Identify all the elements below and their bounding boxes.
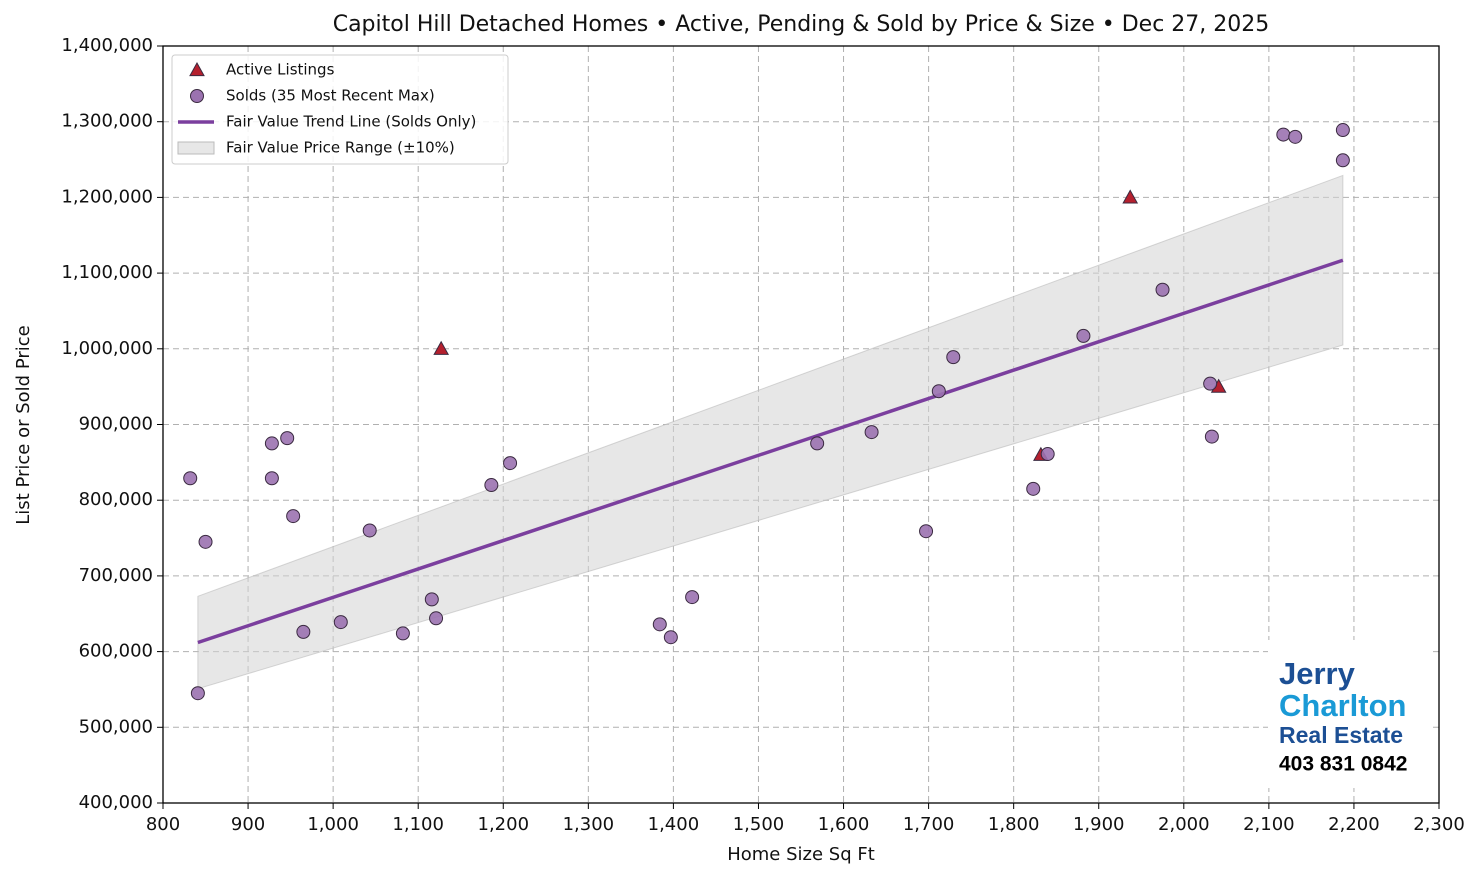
sold-point (264, 471, 279, 486)
x-tick-label: 2,000 (1158, 814, 1210, 835)
x-tick-label: 1,700 (903, 814, 955, 835)
sold-point (183, 471, 198, 486)
y-tick-label: 500,000 (79, 716, 153, 737)
legend-box (171, 54, 509, 165)
chart-title: Capitol Hill Detached Homes • Active, Pe… (333, 12, 1270, 37)
sold-point (484, 478, 499, 493)
x-tick-label: 800 (146, 814, 180, 835)
legend-marker (190, 89, 204, 103)
legend-label: Solds (35 Most Recent Max) (226, 87, 435, 105)
sold-point (198, 534, 213, 549)
sold-point (1203, 376, 1218, 391)
legend-label: Fair Value Trend Line (Solds Only) (226, 113, 476, 131)
y-tick-label: 700,000 (79, 565, 153, 586)
sold-point (652, 617, 667, 632)
x-tick-label: 1,300 (563, 814, 615, 835)
sold-point (1040, 447, 1055, 462)
y-tick-label: 900,000 (79, 414, 153, 435)
sold-point (685, 590, 700, 605)
sold-point (503, 456, 518, 471)
logo-phone: 403 831 0842 (1279, 753, 1407, 776)
x-tick-label: 1,200 (478, 814, 530, 835)
price-range-band (197, 174, 1344, 690)
sold-point (395, 626, 410, 641)
y-tick-label: 800,000 (79, 489, 153, 510)
plot-area: 400,000 500,000 600,000 700,000 800,000 900,0… (61, 35, 1464, 835)
legend-label: Active Listings (226, 61, 335, 79)
x-tick-label: 2,200 (1328, 814, 1380, 835)
sold-point (931, 384, 946, 399)
sold-point (1155, 282, 1170, 297)
sold-point (1276, 127, 1291, 142)
sold-point (1076, 328, 1091, 343)
y-tick-label: 1,400,000 (61, 35, 153, 56)
active-listing (433, 340, 450, 355)
sold-point (333, 615, 348, 630)
legend-marker (177, 141, 215, 155)
sold-point (810, 436, 825, 451)
sold-point (1335, 123, 1350, 138)
y-tick-label: 1,300,000 (61, 111, 153, 132)
sold-point (362, 523, 377, 538)
sold-point (280, 431, 295, 446)
x-tick-label: 1,000 (307, 814, 359, 835)
x-tick-label: 900 (231, 814, 265, 835)
trend-line (197, 258, 1344, 645)
sold-point (424, 592, 439, 607)
logo-box (1268, 640, 1430, 788)
sold-point (919, 524, 934, 539)
y-axis-label: List Price or Sold Price (13, 325, 34, 524)
sold-point (429, 611, 444, 626)
logo-company: Real Estate (1279, 722, 1403, 748)
sold-point (663, 630, 678, 645)
legend-marker (189, 61, 205, 77)
sold-point (1335, 153, 1350, 168)
y-tick-label: 1,200,000 (61, 186, 153, 207)
x-axis-label: Home Size Sq Ft (727, 844, 875, 865)
x-tick-label: 1,400 (648, 814, 700, 835)
x-tick-label: 2,100 (1243, 814, 1295, 835)
sold-point (946, 350, 961, 365)
sold-point (190, 686, 205, 701)
sold-point (264, 436, 279, 451)
x-tick-label: 1,500 (733, 814, 785, 835)
sold-point (864, 425, 879, 440)
y-tick-label: 600,000 (79, 641, 153, 662)
x-tick-label: 1,600 (818, 814, 870, 835)
x-tick-label: 1,800 (988, 814, 1040, 835)
logo: Jerry Charlton Real Estate 403 831 0842 (1268, 640, 1430, 788)
legend-label: Fair Value Price Range (±10%) (226, 139, 455, 157)
sold-point (1288, 129, 1303, 144)
sold-point (1026, 481, 1041, 496)
legend: Active Listings Solds (35 Most Recent Max… (171, 54, 509, 165)
y-tick-label: 400,000 (79, 792, 153, 813)
sold-point (286, 509, 301, 524)
active-listing (1122, 189, 1139, 204)
plot-frame (162, 45, 1440, 804)
x-tick-label: 2,300 (1413, 814, 1465, 835)
sold-point (1204, 429, 1219, 444)
y-tick-label: 1,000,000 (61, 338, 153, 359)
sold-point (296, 624, 311, 639)
y-tick-label: 1,100,000 (61, 262, 153, 283)
x-tick-label: 1,100 (392, 814, 444, 835)
logo-name: Jerry (1279, 656, 1356, 691)
logo-surname: Charlton (1279, 688, 1406, 723)
x-tick-label: 1,900 (1073, 814, 1125, 835)
